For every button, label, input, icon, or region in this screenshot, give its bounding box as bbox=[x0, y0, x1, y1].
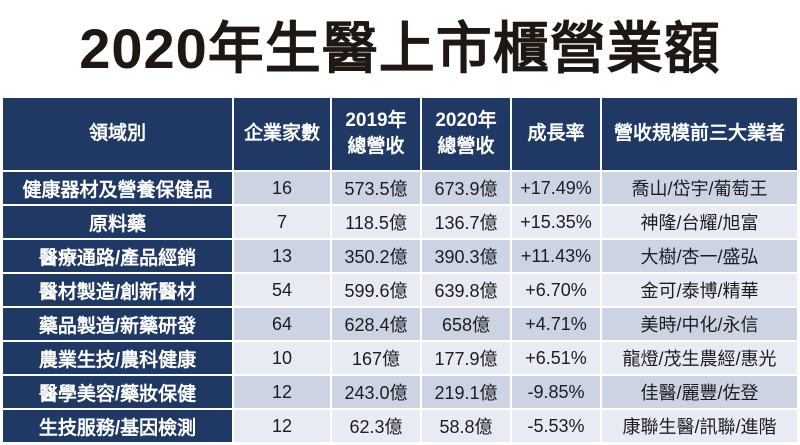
cell-rev2019: 167億 bbox=[332, 342, 420, 374]
table-row: 生技服務/基因檢測 12 62.3億 58.8億 -5.53% 康聯生醫/訊聯/進階 bbox=[3, 410, 797, 442]
cell-growth: +6.51% bbox=[512, 342, 600, 374]
table-row: 醫學美容/藥妝保健 12 243.0億 219.1億 -9.85% 佳醫/麗豐/佐登 bbox=[3, 376, 797, 408]
col-header-count: 企業家數 bbox=[234, 98, 330, 170]
cell-field: 醫材製造/創新醫材 bbox=[3, 274, 232, 306]
revenue-table: 領域別 企業家數 2019年 總營收 2020年 總營收 成長率 營收規模前三大業者 健康器材… bbox=[3, 98, 797, 444]
table-row: 醫療通路/產品經銷 13 350.2億 390.3億 +11.43% 大樹/杏一/盛弘 bbox=[3, 240, 797, 272]
header-label: 領域別 bbox=[88, 123, 146, 145]
cell-count: 12 bbox=[234, 410, 330, 442]
cell-top3: 佳醫/麗豐/佐登 bbox=[602, 376, 797, 408]
cell-rev2020: 58.8億 bbox=[422, 410, 510, 442]
cell-top3: 美時/中化/永信 bbox=[602, 308, 797, 340]
cell-growth: +6.70% bbox=[512, 274, 600, 306]
cell-growth: +11.43% bbox=[512, 240, 600, 272]
cell-count: 10 bbox=[234, 342, 330, 374]
cell-rev2019: 243.0億 bbox=[332, 376, 420, 408]
col-header-rev2020: 2020年總營收 bbox=[422, 98, 510, 170]
table-row: 農業生技/農科健康 10 167億 177.9億 +6.51% 龍燈/茂生農經/惠光 bbox=[3, 342, 797, 374]
cell-growth: +15.35% bbox=[512, 206, 600, 238]
cell-rev2020: 177.9億 bbox=[422, 342, 510, 374]
cell-count: 54 bbox=[234, 274, 330, 306]
cell-growth: -9.85% bbox=[512, 376, 600, 408]
table-body: 健康器材及營養保健品 16 573.5億 673.9億 +17.49% 喬山/岱宇/葡萄王… bbox=[3, 172, 797, 442]
cell-rev2020: 390.3億 bbox=[422, 240, 510, 272]
page-title: 2020年生醫上市櫃營業額 bbox=[79, 17, 721, 80]
cell-field: 生技服務/基因檢測 bbox=[3, 410, 232, 442]
cell-rev2020: 136.7億 bbox=[422, 206, 510, 238]
cell-count: 16 bbox=[234, 172, 330, 204]
cell-count: 7 bbox=[234, 206, 330, 238]
header-label: 總營收 bbox=[437, 136, 495, 157]
header-label: 營收規模前三大業者 bbox=[613, 123, 785, 145]
cell-rev2020: 673.9億 bbox=[422, 172, 510, 204]
table-row: 健康器材及營養保健品 16 573.5億 673.9億 +17.49% 喬山/岱宇/葡萄王 bbox=[3, 172, 797, 204]
cell-field: 醫療通路/產品經銷 bbox=[3, 240, 232, 272]
cell-rev2019: 62.3億 bbox=[332, 410, 420, 442]
header-label: 2019年 bbox=[345, 110, 407, 132]
cell-field: 醫學美容/藥妝保健 bbox=[3, 376, 232, 408]
table-header-row: 領域別 企業家數 2019年 總營收 2020年 總營收 成長率 營收規模前三大業者 bbox=[3, 98, 797, 170]
col-header-field: 領域別 bbox=[3, 98, 232, 170]
header-label: 成長率 bbox=[527, 123, 585, 145]
cell-top3: 金可/泰博/精華 bbox=[602, 274, 797, 306]
cell-top3: 龍燈/茂生農經/惠光 bbox=[602, 342, 797, 374]
cell-top3: 大樹/杏一/盛弘 bbox=[602, 240, 797, 272]
header-label: 總營收 bbox=[347, 136, 405, 157]
table-row: 醫材製造/創新醫材 54 599.6億 639.8億 +6.70% 金可/泰博/精華 bbox=[3, 274, 797, 306]
cell-rev2019: 628.4億 bbox=[332, 308, 420, 340]
table-row: 原料藥 7 118.5億 136.7億 +15.35% 神隆/台耀/旭富 bbox=[3, 206, 797, 238]
cell-top3: 喬山/岱宇/葡萄王 bbox=[602, 172, 797, 204]
cell-rev2019: 118.5億 bbox=[332, 206, 420, 238]
col-header-growth: 成長率 bbox=[512, 98, 600, 170]
cell-rev2019: 350.2億 bbox=[332, 240, 420, 272]
cell-rev2019: 599.6億 bbox=[332, 274, 420, 306]
header-label: 企業家數 bbox=[243, 123, 320, 145]
cell-rev2020: 639.8億 bbox=[422, 274, 510, 306]
col-header-top3: 營收規模前三大業者 bbox=[602, 98, 797, 170]
cell-rev2020: 658億 bbox=[422, 308, 510, 340]
header-label: 2020年 bbox=[435, 110, 497, 132]
cell-growth: +4.71% bbox=[512, 308, 600, 340]
cell-field: 原料藥 bbox=[3, 206, 232, 238]
cell-field: 農業生技/農科健康 bbox=[3, 342, 232, 374]
cell-top3: 康聯生醫/訊聯/進階 bbox=[602, 410, 797, 442]
cell-top3: 神隆/台耀/旭富 bbox=[602, 206, 797, 238]
cell-field: 藥品製造/新藥研發 bbox=[3, 308, 232, 340]
cell-count: 12 bbox=[234, 376, 330, 408]
cell-growth: +17.49% bbox=[512, 172, 600, 204]
col-header-rev2019: 2019年總營收 bbox=[332, 98, 420, 170]
cell-rev2020: 219.1億 bbox=[422, 376, 510, 408]
cell-count: 64 bbox=[234, 308, 330, 340]
cell-rev2019: 573.5億 bbox=[332, 172, 420, 204]
cell-growth: -5.53% bbox=[512, 410, 600, 442]
cell-field: 健康器材及營養保健品 bbox=[3, 172, 232, 204]
cell-count: 13 bbox=[234, 240, 330, 272]
table-row: 藥品製造/新藥研發 64 628.4億 658億 +4.71% 美時/中化/永信 bbox=[3, 308, 797, 340]
